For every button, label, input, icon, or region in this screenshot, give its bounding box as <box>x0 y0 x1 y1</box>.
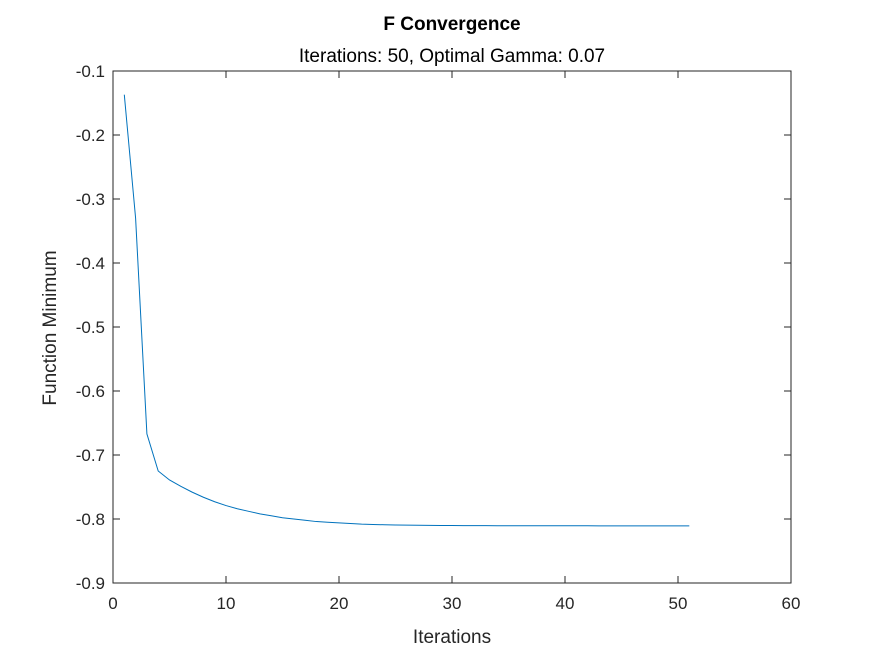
x-tick-label: 10 <box>217 594 236 613</box>
ticks-layer: 0 10 20 30 40 50 60 -0.9 -0.8 -0.7 -0.6 -0.5 -0.4 -0.… <box>76 62 801 613</box>
x-tick-label: 60 <box>782 594 801 613</box>
x-axis-label: Iterations <box>413 627 491 648</box>
y-tick-label: -0.9 <box>76 574 105 593</box>
x-tick-label: 20 <box>330 594 349 613</box>
series-line <box>123 94 690 527</box>
y-tick-label: -0.6 <box>76 382 105 401</box>
y-tick-label: -0.2 <box>76 126 105 145</box>
y-tick-label: -0.1 <box>76 62 105 81</box>
x-tick-label: 30 <box>443 594 462 613</box>
chart-subtitle: Iterations: 50, Optimal Gamma: 0.07 <box>299 46 605 67</box>
y-tick-label: -0.8 <box>76 510 105 529</box>
chart-title: F Convergence <box>383 14 520 35</box>
axes-box <box>112 70 792 584</box>
y-axis-label: Function Minimum <box>40 250 61 405</box>
y-tick-label: -0.3 <box>76 190 105 209</box>
y-tick-label: -0.5 <box>76 318 105 337</box>
x-tick-label: 40 <box>556 594 575 613</box>
y-tick-label: -0.7 <box>76 446 105 465</box>
x-tick-label: 50 <box>669 594 688 613</box>
x-tick-label: 0 <box>108 594 117 613</box>
y-tick-label: -0.4 <box>76 254 105 273</box>
plot-area <box>113 71 791 583</box>
